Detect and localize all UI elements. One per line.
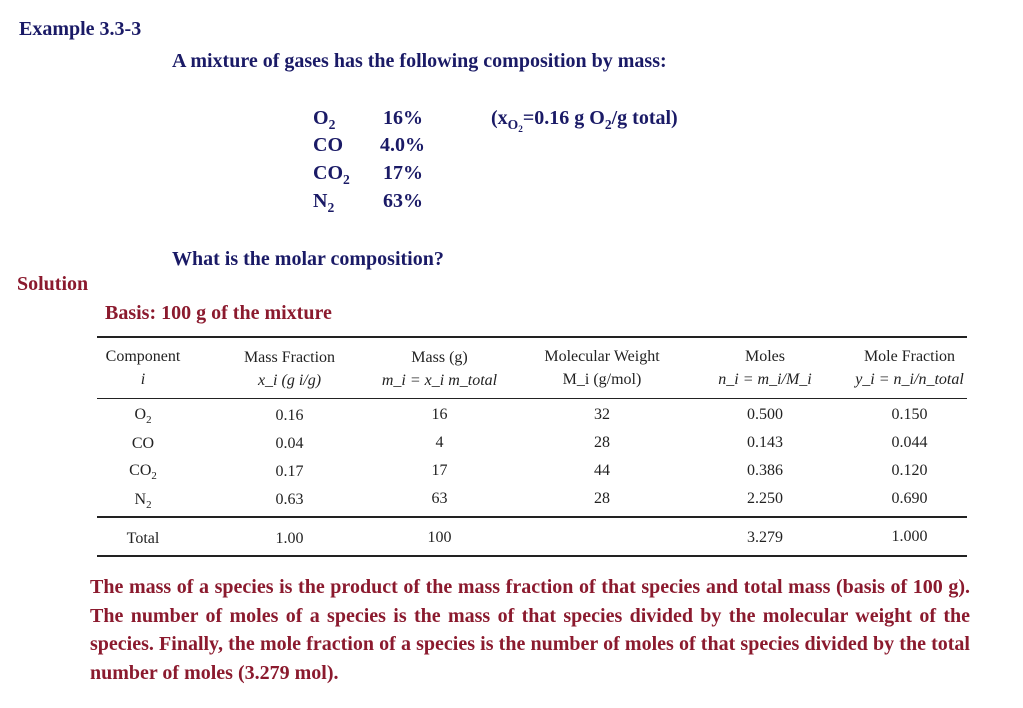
solution-label: Solution: [17, 273, 89, 295]
cell-total-mass: 100: [427, 529, 452, 546]
header-molecular-weight: Molecular Weight: [544, 348, 660, 365]
header-mole-fraction-formula: y_i = n_i/n_total: [855, 371, 964, 388]
species-label: O2: [313, 107, 336, 132]
header-mass-fraction-formula: x_i (g i/g): [257, 372, 322, 389]
cell-moles: 2.250: [747, 490, 783, 507]
table-total-rule: [97, 516, 967, 518]
header-mass-formula: m_i = x_i m_total: [381, 372, 498, 389]
header-moles: Moles: [745, 348, 785, 365]
cell-component: CO2: [129, 462, 157, 482]
species-percent: 63%: [383, 190, 423, 212]
cell-mass: 4: [435, 434, 444, 451]
example-title: Example 3.3-3: [19, 18, 142, 40]
header-mole-fraction: Mole Fraction: [863, 348, 956, 365]
cell-mass: 16: [431, 406, 448, 423]
cell-total-label: Total: [126, 530, 160, 547]
cell-total-moles: 3.279: [747, 529, 783, 546]
table-bottom-rule: [97, 555, 967, 557]
species-percent: 17%: [383, 162, 423, 184]
cell-mole-fraction: 0.150: [891, 406, 928, 423]
cell-molecular-weight: 44: [594, 462, 610, 479]
cell-moles: 0.143: [747, 434, 783, 451]
explanation-paragraph: The mass of a species is the product of …: [90, 576, 970, 684]
cell-mass-fraction: 0.04: [275, 435, 304, 452]
basis-statement: Basis: 100 g of the mixture: [105, 302, 332, 324]
cell-moles: 0.386: [747, 462, 783, 479]
species-percent: 4.0%: [380, 134, 425, 156]
cell-component: N2: [134, 491, 152, 511]
species-label: N2: [313, 190, 335, 215]
species-percent: 16%: [383, 107, 423, 129]
cell-mass: 63: [431, 490, 448, 507]
cell-mass-fraction: 0.63: [275, 491, 304, 508]
cell-mole-fraction: 0.120: [891, 462, 928, 479]
cell-component: O2: [134, 406, 152, 426]
table-header-rule: [97, 398, 967, 400]
cell-mass-fraction: 0.16: [275, 407, 304, 424]
cell-molecular-weight: 28: [594, 434, 610, 451]
cell-mass: 17: [431, 462, 448, 479]
species-label: CO: [313, 134, 343, 156]
cell-total-mole-fraction: 1.000: [891, 528, 928, 545]
header-component-index: i: [140, 371, 146, 388]
species-label: CO2: [313, 162, 350, 187]
composition-table: Component Mass Fraction Mass (g) Molecul…: [97, 336, 967, 558]
cell-molecular-weight: 28: [594, 490, 610, 507]
question: What is the molar composition?: [172, 248, 444, 270]
table-top-rule: [97, 336, 967, 338]
cell-mass-fraction: 0.17: [275, 463, 304, 480]
problem-statement: A mixture of gases has the following com…: [172, 50, 667, 72]
cell-mole-fraction: 0.690: [891, 490, 928, 507]
cell-molecular-weight: 32: [594, 406, 610, 423]
cell-component: CO: [131, 435, 155, 452]
header-mass-fraction: Mass Fraction: [243, 349, 336, 366]
cell-total-mass-fraction: 1.00: [275, 530, 304, 547]
cell-moles: 0.500: [747, 406, 783, 423]
oxygen-mass-fraction-note: (xO2=0.16 g O2/g total): [491, 107, 678, 134]
header-mass: Mass (g): [411, 349, 468, 366]
header-moles-formula: n_i = m_i/M_i: [718, 371, 812, 388]
header-molecular-weight-units: M_i (g/mol): [562, 371, 642, 388]
cell-mole-fraction: 0.044: [891, 434, 928, 451]
header-component: Component: [105, 348, 181, 365]
